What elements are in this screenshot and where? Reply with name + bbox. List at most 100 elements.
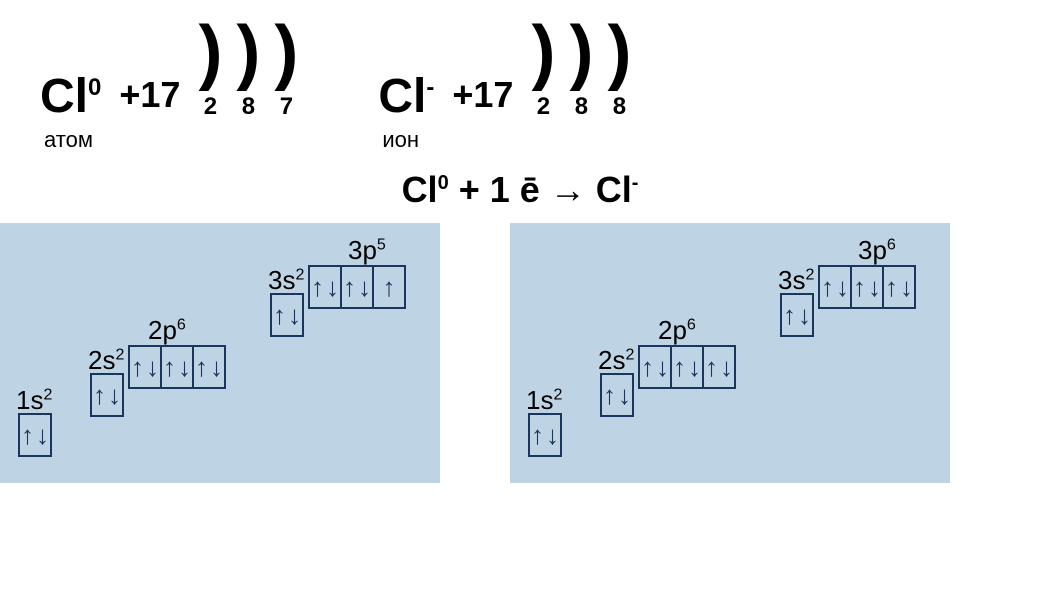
orbital-label: 2p6 xyxy=(658,315,696,346)
orbital-group-3s: 3s2↑↓ xyxy=(270,293,304,337)
orbital-box: ↑↓ xyxy=(780,293,814,337)
atom-symbol-text: Cl xyxy=(40,70,88,123)
orbital-box: ↑↓ xyxy=(818,265,852,309)
arrow-down-icon: ↓ xyxy=(868,274,881,300)
orbital-label-sup: 6 xyxy=(687,316,696,333)
shell-paren: ) xyxy=(274,20,298,85)
arrow-up-icon: ↑ xyxy=(93,382,106,408)
shell-count: 2 xyxy=(204,93,217,121)
orbital-label: 3s2 xyxy=(778,265,814,296)
arrow-up-icon: ↑ xyxy=(885,274,898,300)
shell-count: 8 xyxy=(242,93,255,121)
orbital-label-text: 2p xyxy=(658,315,687,345)
orbital-label-sup: 2 xyxy=(805,266,814,283)
orbital-label-sup: 2 xyxy=(43,386,52,403)
ion-symbol-text: Cl xyxy=(378,70,426,123)
orbital-label: 2p6 xyxy=(148,315,186,346)
shell-paren: ) xyxy=(198,20,222,85)
ion-symbol-sup: - xyxy=(426,74,434,101)
orbital-group-1s: 1s2↑↓ xyxy=(528,413,562,457)
eq-lhs-sym: Cl xyxy=(402,169,438,210)
shell-paren: ) xyxy=(531,20,555,85)
orbital-group-3p: 3p6↑↓↑↓↑↓ xyxy=(818,265,916,309)
arrow-up-icon: ↑ xyxy=(673,354,686,380)
atom-symbol-sup: 0 xyxy=(88,74,101,101)
arrow-up-icon: ↑ xyxy=(163,354,176,380)
orbital-label: 1s2 xyxy=(526,385,562,416)
orbital-box: ↑↓ xyxy=(128,345,162,389)
arrow-up-icon: ↑ xyxy=(641,354,654,380)
arrow-up-icon: ↑ xyxy=(821,274,834,300)
species-ion: Cl- +17 )2)8)8 ион xyxy=(378,20,631,153)
arrow-down-icon: ↓ xyxy=(900,274,913,300)
diagrams-row: 1s2↑↓2s2↑↓2p6↑↓↑↓↑↓3s2↑↓3p5↑↓↑↓↑ 1s2↑↓2s… xyxy=(0,223,1040,483)
orbital-label-text: 3p xyxy=(858,235,887,265)
shell-column: )7 xyxy=(274,20,298,121)
orbital-boxes: ↑↓↑↓↑ xyxy=(308,265,406,309)
atom-kind-label: атом xyxy=(44,127,298,153)
orbital-diagram-atom: 1s2↑↓2s2↑↓2p6↑↓↑↓↑↓3s2↑↓3p5↑↓↑↓↑ xyxy=(0,223,440,483)
arrow-down-icon: ↓ xyxy=(146,354,159,380)
shell-count: 8 xyxy=(613,93,626,121)
orbital-group-3p: 3p5↑↓↑↓↑ xyxy=(308,265,406,309)
arrow-up-icon: ↑ xyxy=(343,274,356,300)
orbital-label: 1s2 xyxy=(16,385,52,416)
shell-column: )2 xyxy=(198,20,222,121)
orbital-label-sup: 2 xyxy=(553,386,562,403)
orbital-label-text: 1s xyxy=(526,385,553,415)
arrow-down-icon: ↓ xyxy=(210,354,223,380)
top-row: Cl0 +17 )2)8)7 атом Cl- +17 )2)8)8 ион xyxy=(0,0,1040,163)
shell-column: )8 xyxy=(569,20,593,121)
arrow-down-icon: ↓ xyxy=(288,302,301,328)
orbital-boxes: ↑↓↑↓↑↓ xyxy=(818,265,916,309)
arrow-down-icon: ↓ xyxy=(618,382,631,408)
orbital-box: ↑↓ xyxy=(340,265,374,309)
arrow-down-icon: ↓ xyxy=(656,354,669,380)
orbital-label-text: 3s xyxy=(778,265,805,295)
shell-count: 7 xyxy=(280,93,293,121)
atom-nuclear-charge: +17 xyxy=(119,70,180,120)
eq-rhs-sym: Cl xyxy=(596,169,632,210)
orbital-label-text: 3p xyxy=(348,235,377,265)
arrow-up-icon: ↑ xyxy=(531,422,544,448)
arrow-down-icon: ↓ xyxy=(798,302,811,328)
orbital-boxes: ↑↓ xyxy=(528,413,562,457)
orbital-group-3s: 3s2↑↓ xyxy=(780,293,814,337)
orbital-box: ↑↓ xyxy=(670,345,704,389)
arrow-down-icon: ↓ xyxy=(836,274,849,300)
arrow-down-icon: ↓ xyxy=(688,354,701,380)
orbital-group-1s: 1s2↑↓ xyxy=(18,413,52,457)
atom-symbol: Cl0 xyxy=(40,73,101,121)
shell-paren: ) xyxy=(236,20,260,85)
shell-count: 8 xyxy=(575,93,588,121)
orbital-boxes: ↑↓↑↓↑↓ xyxy=(128,345,226,389)
arrow-up-icon: ↑ xyxy=(273,302,286,328)
orbital-group-2s: 2s2↑↓ xyxy=(90,373,124,417)
equation: Cl0 + 1 ē → Cl- xyxy=(0,169,1040,211)
orbital-box: ↑↓ xyxy=(308,265,342,309)
orbital-label-text: 3s xyxy=(268,265,295,295)
orbital-label: 3p6 xyxy=(858,235,896,266)
orbital-box: ↑↓ xyxy=(528,413,562,457)
orbital-label-sup: 2 xyxy=(295,266,304,283)
orbital-label-text: 2s xyxy=(598,345,625,375)
shell-column: )8 xyxy=(607,20,631,121)
arrow-down-icon: ↓ xyxy=(36,422,49,448)
arrow-down-icon: ↓ xyxy=(178,354,191,380)
orbital-label-sup: 2 xyxy=(625,346,634,363)
ion-shells: )2)8)8 xyxy=(531,20,631,121)
orbital-diagram-ion: 1s2↑↓2s2↑↓2p6↑↓↑↓↑↓3s2↑↓3p6↑↓↑↓↑↓ xyxy=(510,223,950,483)
arrow-down-icon: ↓ xyxy=(546,422,559,448)
ion-nuclear-charge: +17 xyxy=(452,70,513,120)
shell-column: )2 xyxy=(531,20,555,121)
orbital-boxes: ↑↓ xyxy=(780,293,814,337)
orbital-group-2p: 2p6↑↓↑↓↑↓ xyxy=(128,345,226,389)
arrow-up-icon: ↑ xyxy=(383,274,396,300)
arrow-up-icon: ↑ xyxy=(705,354,718,380)
orbital-box: ↑↓ xyxy=(270,293,304,337)
species-ion-main: Cl- +17 )2)8)8 xyxy=(378,20,631,121)
eq-mid: + 1 ē → xyxy=(449,169,596,210)
orbital-label-sup: 5 xyxy=(377,236,386,253)
ion-symbol: Cl- xyxy=(378,73,434,121)
arrow-down-icon: ↓ xyxy=(358,274,371,300)
